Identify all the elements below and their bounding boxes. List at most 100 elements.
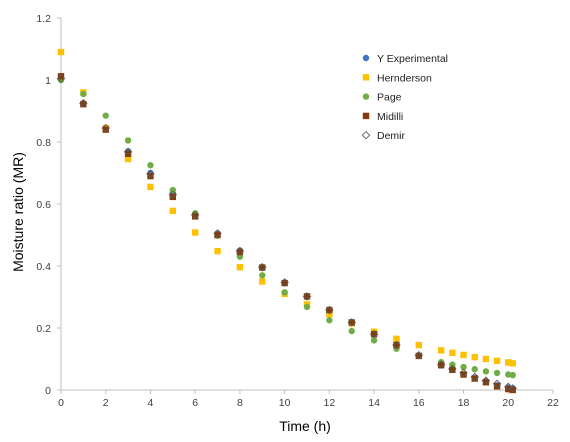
x-tick-label: 4 [148,397,154,409]
data-point [124,150,132,157]
x-axis-title: Time (h) [279,418,331,434]
data-point [124,155,132,163]
data-point [303,293,311,300]
data-point [415,341,423,349]
data-point [393,335,400,343]
data-points [56,48,517,394]
x-tick-label: 2 [103,397,109,409]
data-point [79,99,88,108]
x-tick-label: 22 [547,397,559,409]
data-point [509,371,516,379]
data-point [259,264,266,271]
data-point [482,379,490,386]
data-point [436,360,446,369]
data-point [236,264,244,271]
data-point [236,248,244,256]
x-tick-label: 6 [192,397,198,409]
series-0 [57,76,516,392]
x-tick-label: 20 [502,397,514,409]
data-point [493,369,501,377]
data-point [147,172,154,180]
y-tick-label: 0.8 [36,137,51,149]
y-tick-label: 0 [45,385,51,397]
series-3 [57,73,516,394]
data-point [471,375,478,382]
data-point [146,169,155,179]
data-point [493,357,501,365]
data-point [437,347,445,354]
data-point [169,207,177,215]
data-point [191,213,199,220]
x-tick-label: 18 [458,397,470,409]
data-point [509,386,516,394]
axes [57,17,554,394]
tick-labels: 0 2 4 6 8 10 12 14 16 18 20 22 0 0.2 0.4 0.6 0.8 1 1.2 [36,13,559,409]
data-point [169,193,177,201]
data-point [509,360,516,367]
data-point [214,231,221,239]
series-2 [57,76,516,379]
data-point [471,353,478,361]
data-point [437,362,445,369]
data-point [101,123,110,133]
data-point [147,183,154,191]
x-tick-label: 0 [58,397,64,409]
x-tick-label: 8 [237,397,243,409]
legend-marker [362,74,370,81]
data-point [460,371,467,378]
data-point [415,352,423,360]
data-point [370,331,378,338]
data-point [80,100,87,108]
data-point [449,349,456,356]
data-point [505,359,512,366]
data-point [393,341,400,349]
data-point [259,278,266,285]
data-point [326,317,333,324]
data-point [482,355,490,363]
data-point [449,366,456,374]
data-point [392,340,401,350]
data-point [471,366,478,373]
data-point [147,162,154,169]
data-point [191,229,199,236]
legend-label: Hernderson [377,72,432,84]
y-tick-label: 0.6 [36,199,51,211]
data-point [168,190,178,199]
data-point [508,384,517,393]
data-point [80,90,87,98]
y-axis-title: Moisture ratio (MR) [10,152,26,272]
x-tick-label: 12 [324,397,336,409]
data-point [347,318,356,327]
data-point [348,319,355,326]
data-point [460,363,467,371]
data-point [302,292,312,301]
legend-label: Y Experimental [377,53,448,65]
x-tick-label: 16 [413,397,425,409]
data-point [303,303,311,311]
y-tick-label: 0.2 [36,323,51,335]
legend-marker [361,130,371,140]
data-point [369,329,379,339]
data-point [169,186,177,194]
data-point [123,147,133,157]
legend-marker [362,93,370,100]
data-point [348,327,355,335]
data-point [259,272,266,279]
data-point [481,376,491,385]
data-point [459,368,468,378]
legend-label: Demir [377,130,406,142]
data-point [190,210,200,220]
data-point [414,351,424,360]
legend: Y Experimental Hernderson Page Midilli Demir [361,53,448,142]
data-point [370,337,378,344]
legend-marker [362,112,370,120]
x-tick-label: 14 [368,397,380,409]
series-4 [56,74,517,393]
legend-label: Page [377,92,402,104]
data-point [213,229,222,238]
data-point [281,279,288,287]
data-point [482,368,490,375]
data-point [492,379,502,389]
data-point [281,289,288,296]
